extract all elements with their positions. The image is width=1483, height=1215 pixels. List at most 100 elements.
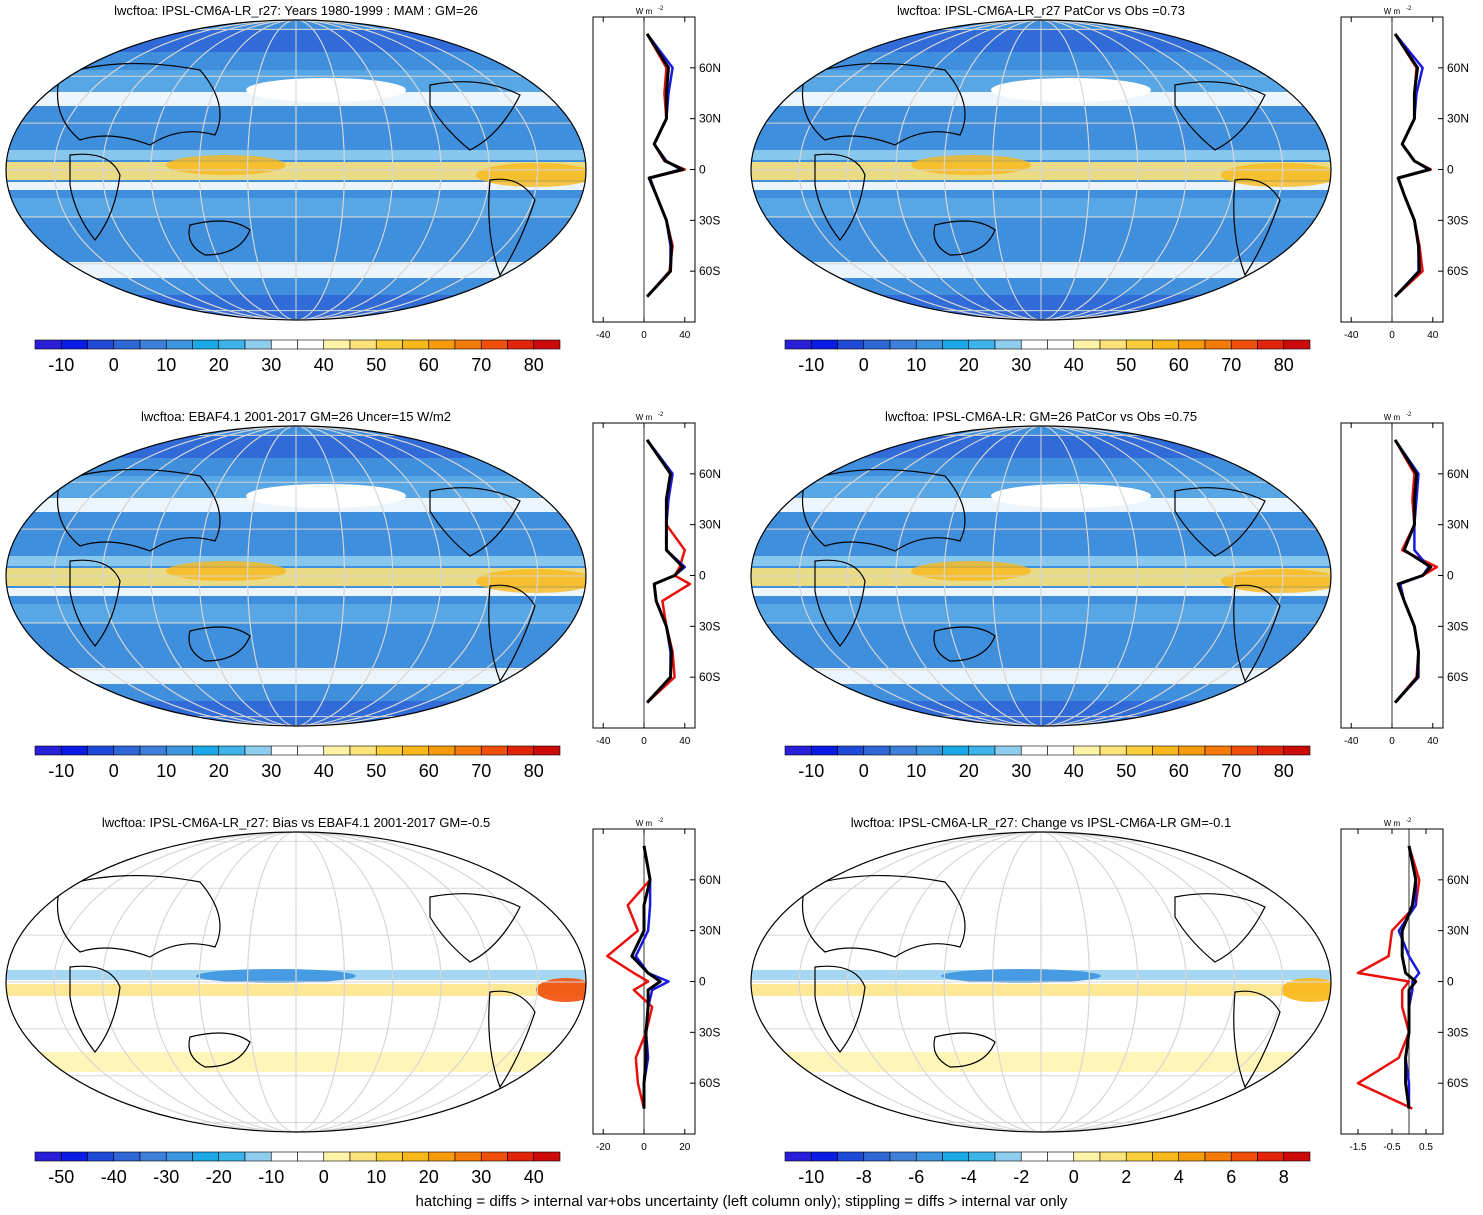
longitude-line [102,426,490,726]
colorbar-label: 40 [1064,355,1084,375]
coastline [488,178,536,277]
colorbar-swatch [784,1151,812,1162]
latitude-tick-label: 30S [1447,619,1468,633]
x-tick-label: 0 [641,736,647,747]
latitude-tick-label: 60N [1447,467,1469,481]
colorbar-swatch [810,1151,838,1162]
longitude-line [798,426,1284,726]
colorbar-swatch [428,1151,456,1162]
colorbar-swatch [1047,745,1075,756]
latitude-tick-label: 0 [1447,975,1454,989]
colorbar-label: 60 [1169,355,1189,375]
colorbar-label: 40 [314,761,334,781]
colorbar-swatch [533,339,561,350]
colorbar-swatch [270,339,298,350]
zonal-units-exponent: -2 [658,412,664,418]
longitude-line [247,426,345,726]
colorbar-swatch [507,745,535,756]
zonal-units-exponent: -2 [1406,818,1412,824]
coastline [1174,893,1266,963]
map-border [750,19,1332,321]
latitude-tick-label: 60S [699,1076,720,1090]
colorbar-swatch [994,339,1022,350]
colorbar-swatch [1047,1151,1075,1162]
colorbar-swatch [297,745,325,756]
colorbar-swatch [915,1151,943,1162]
colorbar-label: -10 [48,355,74,375]
colorbar-label: -30 [153,1167,179,1187]
colorbar-swatch [139,745,167,756]
colorbar-label: 20 [209,761,229,781]
latitude-tick-label: 60S [1447,670,1468,684]
zonal-series-black [630,845,662,1109]
latitude-tick-label: 0 [1447,163,1454,177]
longitude-line [150,832,442,1132]
colorbar-swatch [297,1151,325,1162]
colorbar-label: -2 [1013,1167,1029,1187]
colorbar-swatch [218,1151,246,1162]
panel-title: lwcftoa: IPSL-CM6A-LR_r27 PatCor vs Obs … [897,3,1185,18]
latitude-tick-label: 0 [699,569,706,583]
colorbar-swatch [218,745,246,756]
colorbar-label: -40 [101,1167,127,1187]
longitude-line [895,20,1187,320]
map-blob [911,155,1031,175]
longitude-line [943,832,1139,1132]
colorbar-label: 70 [1221,355,1241,375]
latitude-tick-label: 30N [1447,112,1469,126]
global-map [750,425,1332,727]
colorbar-swatch [863,745,891,756]
colorbar-swatch [192,745,220,756]
colorbar-swatch [323,1151,351,1162]
colorbar-swatch [1204,339,1232,350]
colorbar-label: 80 [1274,355,1294,375]
coastline [188,220,251,256]
longitude-line [943,426,1139,726]
zonal-units: W m [1384,7,1401,16]
colorbar-swatch [1204,1151,1232,1162]
longitude-line [895,832,1187,1132]
colorbar-label: 20 [959,761,979,781]
latitude-tick-label: 60S [699,670,720,684]
map-blob [1281,978,1331,1002]
colorbar-swatch [1178,745,1206,756]
colorbar-label: 0 [859,761,869,781]
colorbar-swatch [1178,339,1206,350]
colorbar-swatch [1230,1151,1258,1162]
longitude-line [798,20,1284,320]
colorbar-swatch [139,1151,167,1162]
colorbar-swatch [349,339,377,350]
zonal-units: W m [636,413,653,422]
latitude-tick-label: 0 [1447,569,1454,583]
colorbar-label: 60 [419,355,439,375]
map-field [751,426,1331,726]
zonal-series-red [646,33,687,298]
colorbar-label: 30 [261,355,281,375]
colorbar-swatch [139,339,167,350]
longitude-line [943,20,1139,320]
coastline [1174,487,1266,557]
latitude-tick-label: 30N [1447,518,1469,532]
coastline [488,990,536,1089]
colorbar-label: 0 [859,355,869,375]
colorbar-swatch [87,745,115,756]
colorbar-swatch [863,339,891,350]
colorbar-label: 10 [906,761,926,781]
colorbar-swatch [968,745,996,756]
map-border [5,425,587,727]
colorbar-swatch [1152,339,1180,350]
colorbar-label: 70 [471,761,491,781]
colorbar-label: 8 [1279,1167,1289,1187]
x-tick-label: 0 [641,330,647,341]
map-blob [536,978,586,1002]
colorbar-swatch [297,339,325,350]
colorbar-swatch [1283,1151,1311,1162]
colorbar-swatch [192,1151,220,1162]
colorbar-label: -10 [258,1167,284,1187]
coastline [814,965,866,1053]
zonal-series-black [645,33,685,298]
map-field [6,832,586,1132]
coastline [69,559,121,647]
coastline [56,468,221,552]
colorbar-swatch [454,1151,482,1162]
